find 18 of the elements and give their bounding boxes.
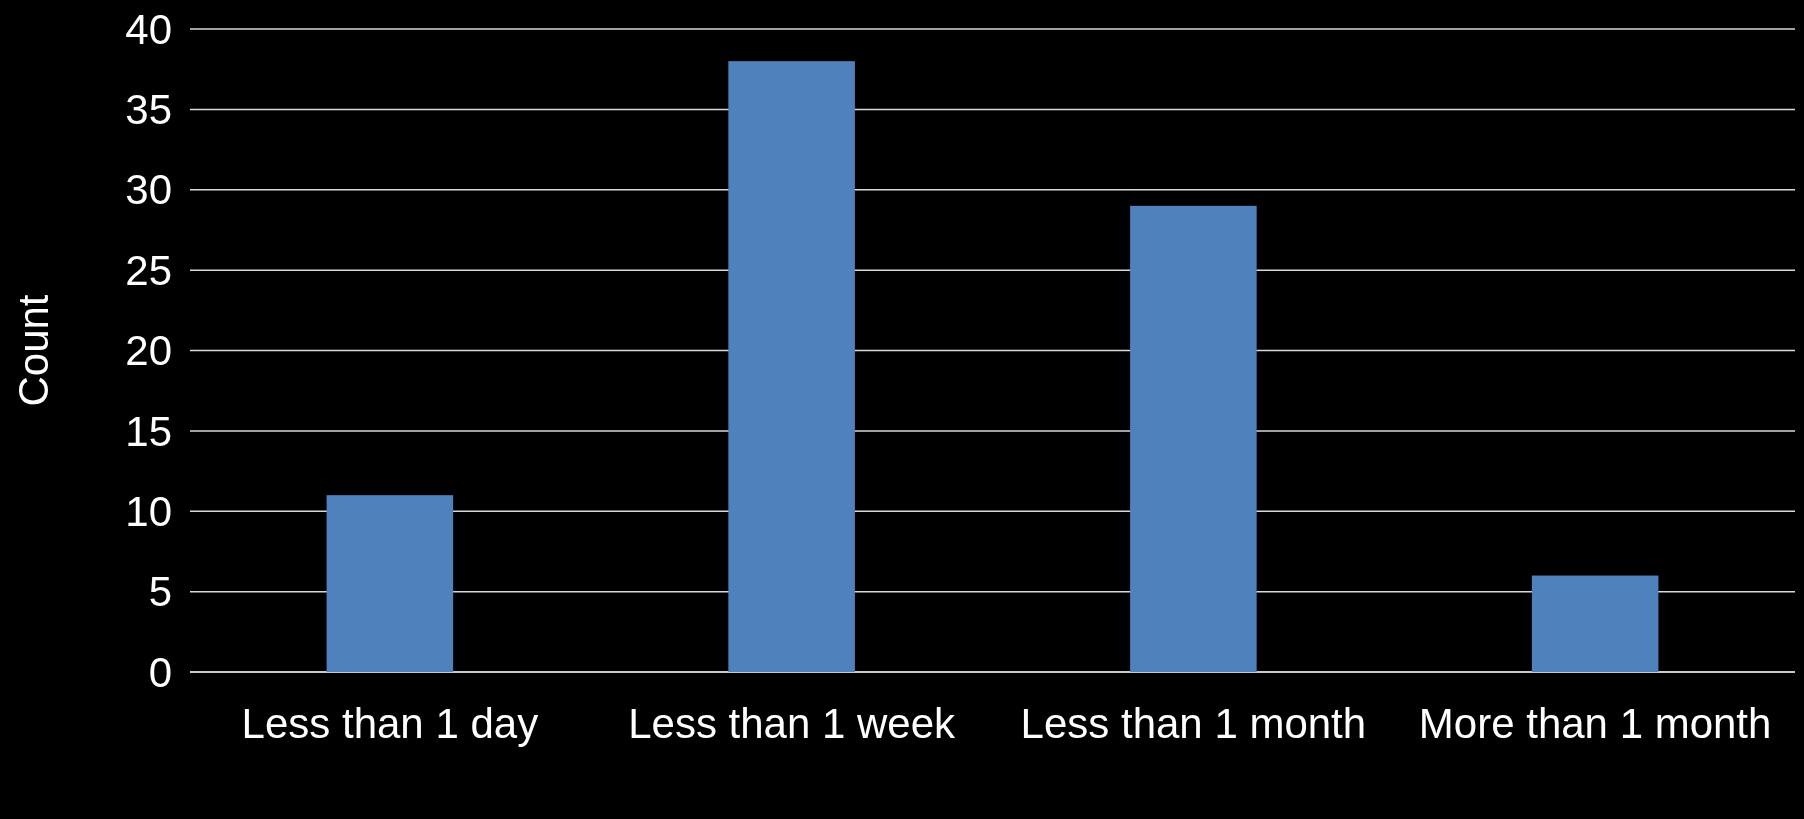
y-axis-title: Count [10, 294, 57, 407]
x-tick-label: Less than 1 day [241, 700, 539, 747]
y-tick-label: 0 [148, 648, 172, 696]
x-tick-label: Less than 1 month [1020, 700, 1367, 747]
y-tick-label: 40 [125, 5, 172, 53]
y-tick-label: 25 [125, 246, 172, 294]
x-tick-label: More than 1 month [1418, 700, 1772, 747]
y-tick-label: 10 [125, 487, 172, 535]
y-tick-label: 15 [125, 407, 172, 455]
bar [1531, 575, 1659, 672]
y-tick-label: 20 [125, 327, 172, 375]
y-tick-label: 5 [148, 568, 172, 616]
bar [728, 61, 855, 672]
y-tick-label: 35 [125, 86, 172, 134]
y-tick-label: 30 [125, 166, 172, 214]
x-tick-label: Less than 1 week [628, 700, 957, 747]
bar [326, 495, 454, 672]
bar [1130, 205, 1257, 672]
